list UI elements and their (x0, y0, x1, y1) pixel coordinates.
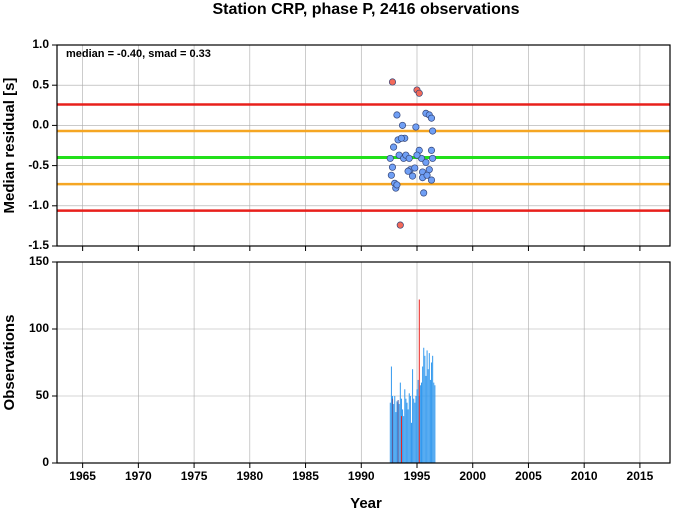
bar (432, 355, 434, 463)
y-axis-label: Observations (1, 315, 18, 411)
bar (400, 416, 402, 463)
x-tick-label: 1985 (292, 469, 319, 483)
point (422, 158, 430, 166)
point (393, 181, 401, 189)
bar (394, 396, 396, 463)
point (398, 121, 407, 129)
point (408, 172, 417, 180)
point (427, 114, 436, 122)
y-tick-label: -1.0 (28, 198, 49, 212)
bar (404, 389, 406, 463)
bar (421, 382, 423, 463)
point (404, 167, 412, 175)
bar (417, 379, 419, 463)
y-tick-label: 0.0 (32, 118, 49, 132)
bar (423, 347, 425, 463)
y-axis-label: Median residual [s] (1, 78, 18, 214)
bar (412, 369, 414, 463)
bar (403, 416, 405, 463)
bar (415, 396, 417, 463)
bar (426, 350, 428, 463)
x-tick-label: 1995 (404, 469, 431, 483)
x-tick-label: 1970 (125, 469, 152, 483)
bar (425, 375, 427, 463)
x-tick-label: 2000 (459, 469, 486, 483)
point (390, 143, 398, 151)
point (429, 127, 437, 135)
point (427, 146, 436, 154)
annotation: median = -0.40, smad = 0.33 (66, 48, 211, 60)
point (429, 154, 437, 162)
y-tick-label: 1.0 (32, 37, 49, 51)
bar (402, 409, 404, 463)
point (415, 89, 423, 97)
bar (429, 379, 431, 463)
bar (424, 355, 426, 463)
point (386, 154, 394, 162)
bar (422, 366, 424, 463)
point (411, 164, 419, 172)
x-tick-label: 1990 (348, 469, 375, 483)
x-tick-label: 1965 (69, 469, 96, 483)
bar (428, 353, 430, 463)
bar (418, 299, 420, 463)
plot-frame (56, 44, 671, 247)
point (397, 134, 405, 142)
y-tick-label: -1.5 (28, 238, 49, 252)
bar (405, 398, 407, 463)
x-tick-label: 2005 (515, 469, 542, 483)
bar (392, 398, 394, 463)
point (388, 163, 397, 171)
point (396, 221, 404, 229)
y-tick-label: -0.5 (28, 158, 49, 172)
point (413, 151, 421, 159)
y-tick-label: 100 (29, 321, 49, 335)
bar (395, 412, 397, 463)
bar (413, 398, 415, 463)
point (427, 176, 436, 184)
bar (408, 393, 410, 463)
point (412, 123, 420, 131)
bar (390, 366, 392, 463)
y-tick-label: 150 (29, 254, 49, 268)
point (393, 111, 401, 119)
bar (433, 382, 435, 463)
point (405, 154, 413, 162)
point (420, 189, 428, 197)
plot-frame (56, 261, 671, 464)
bar (410, 422, 412, 463)
x-tick-label: 1980 (236, 469, 263, 483)
point (387, 171, 395, 179)
bar (407, 409, 409, 463)
bar (398, 404, 400, 463)
x-axis-label: Year (350, 495, 382, 511)
y-tick-label: 0 (42, 455, 49, 469)
bar (419, 385, 421, 463)
bar (399, 382, 401, 463)
bar (409, 396, 411, 463)
bar (397, 400, 399, 463)
bar (389, 402, 391, 463)
bar (434, 385, 436, 463)
bar (431, 362, 433, 463)
bar (427, 369, 429, 463)
x-tick-label: 2015 (627, 469, 654, 483)
y-tick-label: 50 (36, 388, 50, 402)
x-tick-label: 1975 (181, 469, 208, 483)
bar (396, 401, 398, 463)
bar (416, 389, 418, 463)
chart-title: Station CRP, phase P, 2416 observations (212, 1, 519, 18)
bar (406, 402, 408, 463)
bar (393, 404, 395, 463)
bar (414, 402, 416, 463)
x-tick-label: 2010 (571, 469, 598, 483)
point (388, 78, 397, 86)
point (423, 171, 431, 179)
y-tick-label: 0.5 (32, 77, 49, 91)
